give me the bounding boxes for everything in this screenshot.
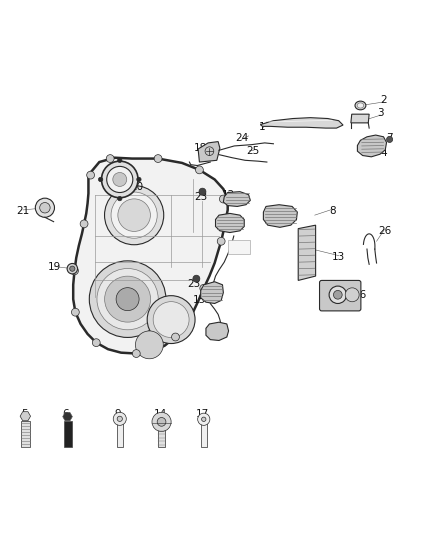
Circle shape <box>199 188 206 195</box>
Circle shape <box>329 286 346 303</box>
Polygon shape <box>201 282 223 303</box>
Circle shape <box>111 192 157 238</box>
Text: 11: 11 <box>230 220 243 230</box>
Circle shape <box>71 308 79 316</box>
Text: 16: 16 <box>354 290 367 300</box>
Circle shape <box>97 269 158 330</box>
Text: 2: 2 <box>380 95 387 105</box>
Polygon shape <box>206 322 229 341</box>
Bar <box>117 420 123 447</box>
Text: 6: 6 <box>63 409 69 419</box>
Text: 4: 4 <box>380 148 387 158</box>
Polygon shape <box>198 142 220 162</box>
Circle shape <box>106 155 114 163</box>
Text: 23: 23 <box>187 279 200 289</box>
Circle shape <box>153 302 189 337</box>
Circle shape <box>200 284 208 292</box>
Circle shape <box>117 416 122 422</box>
Text: 1: 1 <box>259 122 266 132</box>
Circle shape <box>195 166 203 174</box>
Circle shape <box>135 331 163 359</box>
Text: 21: 21 <box>17 206 30 216</box>
Circle shape <box>117 197 122 201</box>
Circle shape <box>132 350 140 358</box>
Circle shape <box>117 158 122 163</box>
Circle shape <box>147 296 195 344</box>
Polygon shape <box>298 225 316 280</box>
Circle shape <box>99 177 103 182</box>
Circle shape <box>193 275 200 282</box>
Circle shape <box>87 171 95 179</box>
Bar <box>21 421 30 447</box>
Circle shape <box>217 237 225 245</box>
Circle shape <box>152 413 171 431</box>
Text: 15: 15 <box>193 295 206 305</box>
Polygon shape <box>260 118 343 128</box>
Circle shape <box>137 177 141 182</box>
Text: 24: 24 <box>235 133 248 143</box>
Circle shape <box>201 417 206 422</box>
Circle shape <box>118 199 150 231</box>
Circle shape <box>71 267 78 275</box>
Circle shape <box>40 203 50 213</box>
Polygon shape <box>20 411 31 421</box>
Circle shape <box>113 413 126 425</box>
Text: 26: 26 <box>378 226 391 236</box>
Ellipse shape <box>357 103 364 108</box>
Text: 25: 25 <box>246 146 260 156</box>
Polygon shape <box>73 158 228 353</box>
Circle shape <box>154 155 162 163</box>
Text: 20: 20 <box>131 182 144 192</box>
Polygon shape <box>63 413 72 421</box>
Polygon shape <box>263 205 297 228</box>
Text: 23: 23 <box>194 192 207 202</box>
Text: 12: 12 <box>222 190 235 200</box>
Text: 14: 14 <box>154 409 167 419</box>
Circle shape <box>116 288 139 311</box>
Polygon shape <box>357 135 387 157</box>
Circle shape <box>89 261 166 337</box>
Text: 19: 19 <box>48 262 61 272</box>
Bar <box>201 421 207 447</box>
Text: 9: 9 <box>115 409 121 419</box>
Text: 5: 5 <box>21 409 27 419</box>
Bar <box>228 240 251 254</box>
Text: 22: 22 <box>232 245 245 255</box>
Circle shape <box>198 413 210 425</box>
Circle shape <box>35 198 54 217</box>
Circle shape <box>105 276 151 322</box>
Circle shape <box>105 185 164 245</box>
Circle shape <box>113 173 127 187</box>
Circle shape <box>172 333 180 341</box>
Text: 7: 7 <box>386 133 393 143</box>
Circle shape <box>80 220 88 228</box>
Circle shape <box>70 266 75 271</box>
FancyBboxPatch shape <box>320 280 361 311</box>
Circle shape <box>387 136 392 142</box>
Circle shape <box>92 339 100 346</box>
Circle shape <box>219 195 227 203</box>
Circle shape <box>157 417 166 426</box>
Circle shape <box>333 290 342 299</box>
Circle shape <box>102 161 138 198</box>
Text: 18: 18 <box>194 143 207 153</box>
Bar <box>64 421 72 447</box>
Text: 13: 13 <box>332 252 345 262</box>
Polygon shape <box>223 192 251 206</box>
Polygon shape <box>351 114 369 123</box>
Text: 3: 3 <box>378 108 384 118</box>
Text: 17: 17 <box>196 409 209 419</box>
Ellipse shape <box>355 101 366 110</box>
Bar <box>158 425 165 447</box>
Circle shape <box>107 166 133 192</box>
Polygon shape <box>215 213 244 232</box>
Circle shape <box>67 263 78 274</box>
Circle shape <box>345 288 359 302</box>
Text: 8: 8 <box>330 206 336 216</box>
